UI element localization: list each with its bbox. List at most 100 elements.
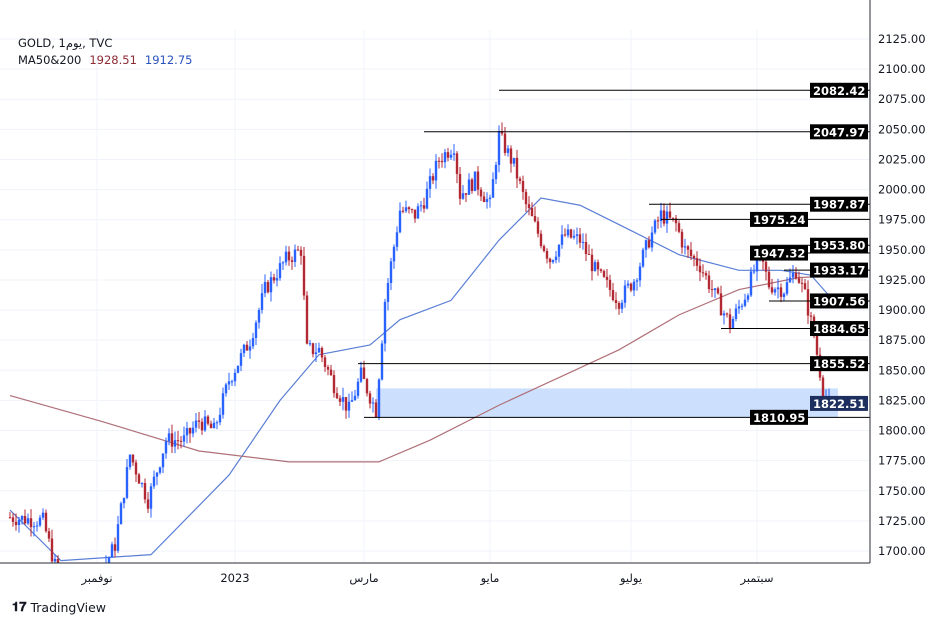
price-tick-label: 2050.00 <box>878 122 926 136</box>
candle-body <box>66 586 68 593</box>
candle-body <box>704 273 708 276</box>
plot-area <box>8 122 838 593</box>
candle-body <box>32 526 36 528</box>
price-tick-label: 1800.00 <box>878 424 926 438</box>
candle-body <box>557 244 561 257</box>
candle-body <box>605 276 609 280</box>
candle-body <box>191 427 195 434</box>
candle-body <box>683 246 687 248</box>
candle-body <box>419 205 423 207</box>
candle-body <box>494 164 498 180</box>
level-price-label: 1884.65 <box>813 322 865 336</box>
candle-body <box>185 428 189 436</box>
candle-body <box>422 205 426 209</box>
candle-body <box>278 263 282 279</box>
candle-body <box>107 557 111 563</box>
candle-body <box>395 232 399 247</box>
candle-body <box>533 216 537 222</box>
candle-body <box>602 270 606 277</box>
candle-body <box>614 300 618 303</box>
candle-body <box>155 472 159 477</box>
price-tick-label: 1750.00 <box>878 484 926 498</box>
candle-body <box>554 256 558 261</box>
candle-body <box>770 287 774 293</box>
candle-body <box>284 251 288 263</box>
level-price-label-bg <box>750 245 808 261</box>
level-price-label: 1855.52 <box>813 357 865 371</box>
candle-body <box>404 207 408 212</box>
candle-body <box>8 517 12 519</box>
indicator-name: MA50&200 <box>18 53 82 67</box>
candle-body <box>47 531 51 539</box>
price-tick-label: 2000.00 <box>878 183 926 197</box>
candle-body <box>599 269 603 271</box>
candle-body <box>263 282 267 294</box>
candle-body <box>14 521 18 526</box>
candle-body <box>548 258 552 263</box>
candle-body <box>563 234 567 236</box>
candle-body <box>584 241 588 254</box>
candle-body <box>794 272 798 279</box>
candle-body <box>281 262 285 264</box>
last-price-label-bg <box>810 395 868 411</box>
candle-body <box>464 193 468 195</box>
candle-body <box>413 209 417 219</box>
candle-body <box>527 204 531 209</box>
candle-body <box>707 275 711 290</box>
candle-body <box>578 234 582 243</box>
candle-body <box>728 314 732 329</box>
price-tick-label: 2025.00 <box>878 152 926 166</box>
candle-body <box>467 179 471 195</box>
candle-body <box>593 262 597 272</box>
candle-body <box>407 207 411 210</box>
candle-body <box>287 251 291 261</box>
candle-body <box>245 344 249 351</box>
candle-body <box>368 393 372 404</box>
candle-body <box>680 231 684 248</box>
candle-body <box>722 313 726 316</box>
candle-body <box>479 189 483 197</box>
tradingview-logo[interactable]: 𝟏𝟕 TradingView <box>12 600 106 615</box>
candle-body <box>737 306 741 309</box>
candle-body <box>410 209 414 211</box>
candle-body <box>725 313 729 315</box>
candle-body <box>587 253 591 255</box>
candle-body <box>296 249 300 251</box>
candle-body <box>596 262 600 270</box>
candle-body <box>569 229 573 238</box>
candle-body <box>56 558 60 563</box>
candle-body <box>233 372 237 382</box>
candle-body <box>671 217 675 219</box>
candle-body <box>530 208 534 217</box>
candle-body <box>125 467 129 498</box>
price-tick-label: 1775.00 <box>878 454 926 468</box>
candle-body <box>719 293 723 316</box>
candle-body <box>17 519 21 526</box>
candle-body <box>170 433 174 447</box>
candle-body <box>611 290 615 301</box>
candle-body <box>740 305 744 307</box>
candle-body <box>149 486 153 509</box>
candle-body <box>311 343 315 355</box>
candle-body <box>386 283 390 302</box>
candle-body <box>764 261 768 272</box>
candle-body <box>455 153 459 174</box>
candle-body <box>239 353 243 366</box>
time-tick-label: مارس <box>349 571 378 586</box>
candle-body <box>560 234 564 245</box>
candle-body <box>821 377 825 398</box>
level-price-label-bg <box>810 321 868 337</box>
candle-body <box>269 277 273 293</box>
candle-body <box>800 282 804 284</box>
candle-body <box>128 454 132 468</box>
level-price-label: 2082.42 <box>813 84 865 98</box>
candle-body <box>158 467 162 473</box>
price-tick-label: 1975.00 <box>878 213 926 227</box>
candle-body <box>626 283 630 286</box>
candle-body <box>656 220 660 222</box>
candle-body <box>161 453 165 468</box>
candle-body <box>698 265 702 273</box>
candle-body <box>290 260 294 262</box>
